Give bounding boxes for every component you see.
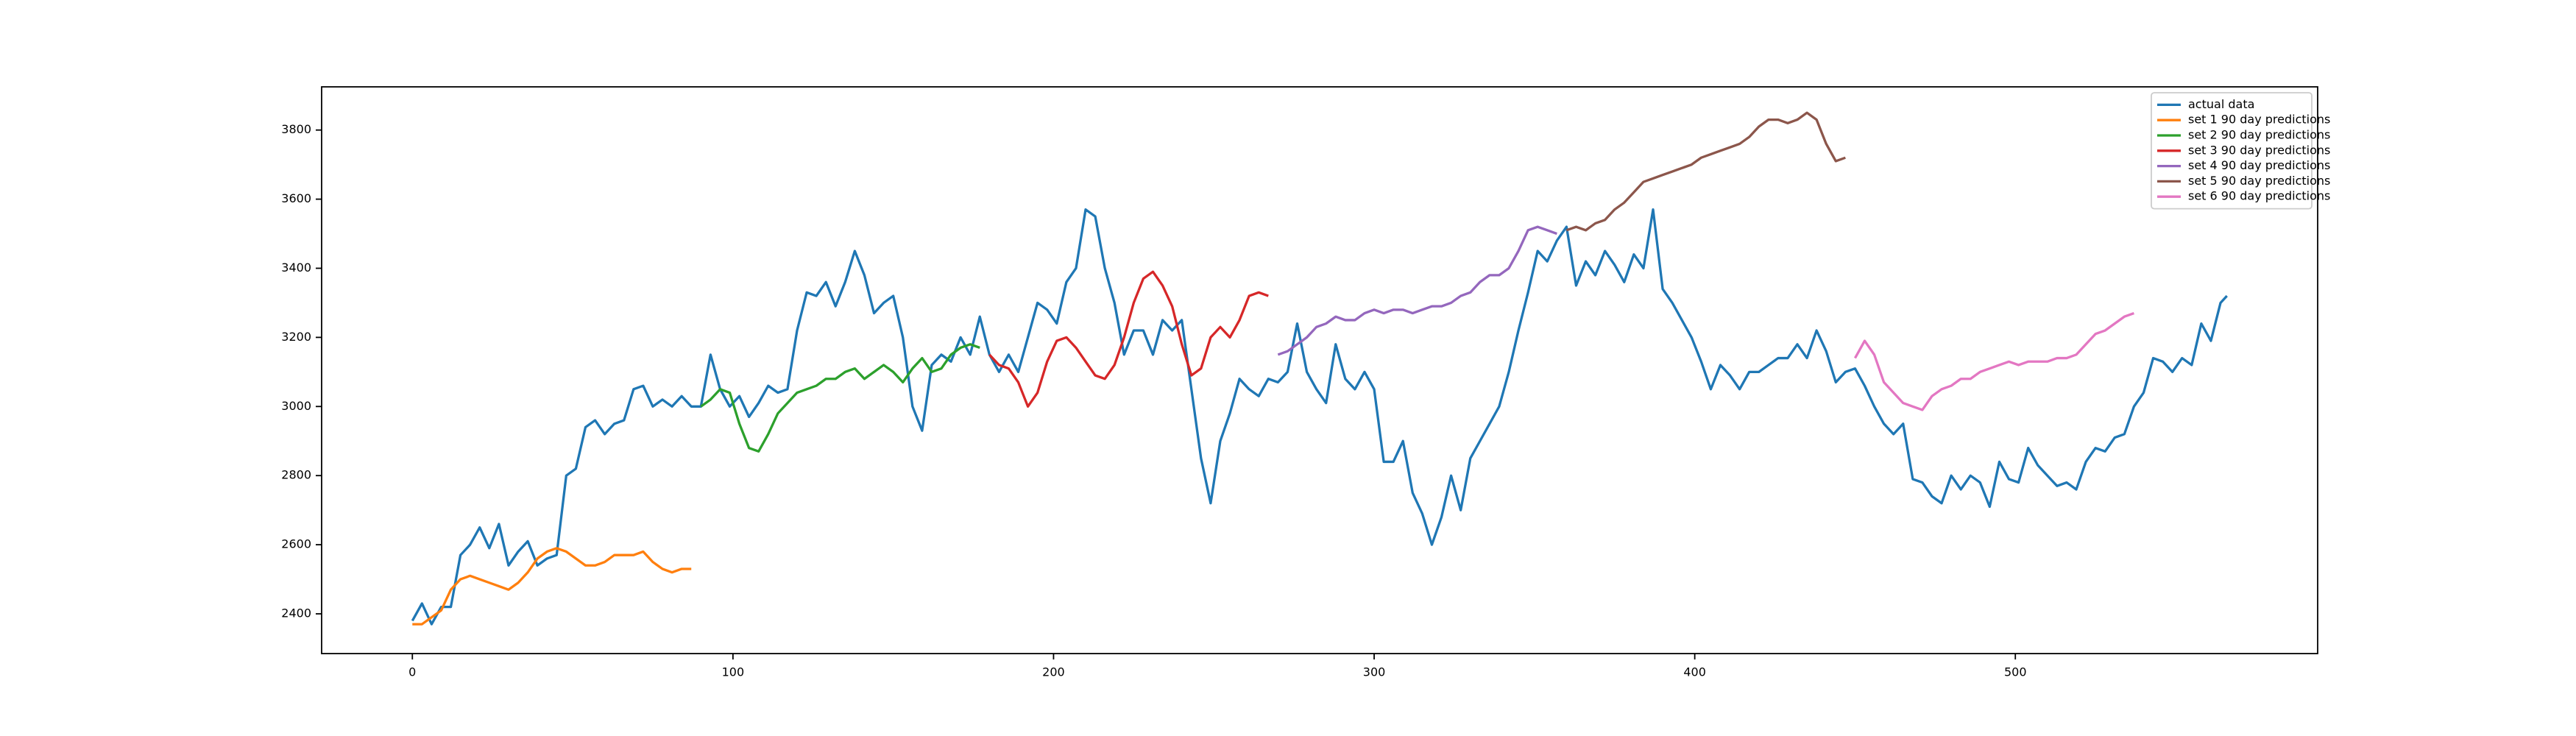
y-tick-label: 2600 (281, 537, 311, 551)
y-tick-label: 3400 (281, 261, 311, 275)
series-line (700, 343, 980, 453)
plot-frame (321, 86, 2318, 654)
x-tick-label: 500 (2004, 665, 2027, 679)
series-line (1565, 111, 1846, 232)
series-line (412, 547, 692, 626)
y-tick-label: 3600 (281, 191, 311, 205)
x-tick-label: 100 (722, 665, 745, 679)
series-line (1277, 225, 1557, 356)
legend-label: set 4 90 day predictions (2188, 158, 2330, 172)
series-line (1853, 311, 2134, 411)
y-tick-label: 2800 (281, 468, 311, 482)
legend-label: set 1 90 day predictions (2188, 113, 2330, 127)
y-tick-label: 2400 (281, 606, 311, 620)
legend-label: set 5 90 day predictions (2188, 174, 2330, 188)
legend-label: actual data (2188, 97, 2254, 111)
series-line (988, 270, 1269, 408)
x-tick-label: 0 (408, 665, 416, 679)
series-line (411, 208, 2228, 626)
x-tick-label: 300 (1363, 665, 1386, 679)
x-tick-label: 200 (1042, 665, 1065, 679)
legend-box (2151, 92, 2313, 210)
y-tick-label: 3000 (281, 399, 311, 413)
legend-label: set 6 90 day predictions (2188, 189, 2330, 203)
x-tick-label: 400 (1683, 665, 1706, 679)
y-tick-label: 3800 (281, 122, 311, 136)
legend-label: set 3 90 day predictions (2188, 143, 2330, 157)
y-tick-label: 3200 (281, 330, 311, 344)
legend-label: set 2 90 day predictions (2188, 128, 2330, 142)
